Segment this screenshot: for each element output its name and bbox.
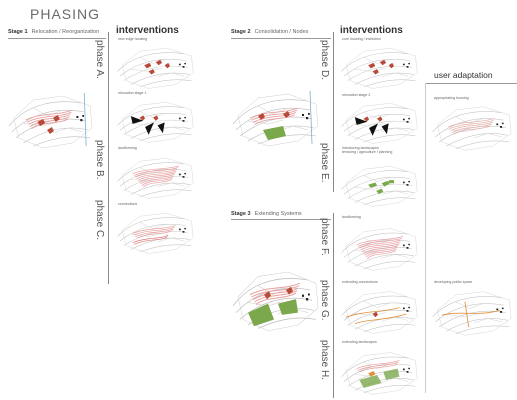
map-drawing [117, 101, 194, 143]
map-drawing [232, 271, 319, 332]
stage-1-label: Stage 1 Relocation / Reorganization [8, 29, 99, 35]
interventions-header-1: interventions [116, 25, 179, 36]
stage-3-number: Stage 3 [231, 211, 251, 217]
stage-2-text: Consolidation / Nodes [254, 29, 309, 35]
caption-a: new edge housing [118, 37, 148, 41]
map-drawing [432, 106, 512, 151]
map-phase-c [113, 207, 195, 255]
stage-3-underline [231, 219, 331, 220]
user-adaptation-divider [425, 83, 426, 393]
caption-f: landforming [342, 215, 361, 219]
map-phase-h [337, 346, 419, 396]
stage-2-label: Stage 2 Consolidation / Nodes [231, 29, 308, 35]
map-drawing [341, 291, 418, 334]
phase-f-label: phase F. [319, 218, 330, 256]
phase-g-label: phase G. [319, 280, 330, 321]
map-drawing [341, 102, 418, 144]
phase-col-2-line [333, 32, 334, 192]
map-phase-d2 [337, 97, 419, 145]
user-adaptation-header: user adaptation [434, 70, 493, 80]
stage-3-text: Extending Systems [254, 211, 302, 217]
caption-c: connections [118, 202, 138, 206]
user-adaptation-underline [425, 83, 517, 84]
map-drawing [117, 212, 194, 254]
map-stage-3-overview [228, 263, 320, 333]
map-drawing [341, 228, 418, 271]
stage-3-label: Stage 3 Extending Systems [231, 211, 302, 217]
caption-d: core housing / institution [342, 37, 381, 41]
map-drawing [341, 47, 418, 89]
phase-col-3-line [333, 213, 334, 398]
caption-b: landforming [118, 146, 137, 150]
phase-col-1-line [108, 32, 109, 284]
map-drawing [117, 157, 194, 199]
caption-g: extending connections [342, 280, 378, 284]
map-phase-b [113, 152, 195, 200]
map-drawing [117, 47, 194, 89]
caption-d2: relocation stage 2 [342, 93, 371, 97]
phase-b-label: phase B. [94, 140, 105, 180]
map-drawing [8, 92, 93, 149]
map-phase-d [337, 42, 419, 90]
map-phase-a [113, 42, 195, 90]
page-title: PHASING [30, 6, 101, 22]
phase-e-label: phase E. [319, 143, 330, 183]
map-drawing [232, 90, 319, 147]
interventions-header-2: interventions [340, 25, 403, 36]
stage-2-number: Stage 2 [231, 29, 251, 35]
phase-c-label: phase C. [94, 200, 105, 241]
caption-u1: appropriating housing [434, 96, 469, 100]
map-phase-e [337, 160, 419, 208]
caption-h: extending landscapes [342, 340, 377, 344]
map-stage-2-overview [228, 86, 320, 148]
map-phase-g [337, 285, 419, 335]
caption-e: introducing landscapes terracing / agric… [342, 146, 393, 154]
map-phase-a2 [113, 96, 195, 144]
map-stage-1-overview [4, 88, 94, 150]
phase-h-label: phase H. [319, 340, 330, 381]
stage-2-underline [231, 38, 331, 39]
map-drawing [341, 352, 418, 395]
map-phase-f [337, 222, 419, 272]
map-drawing [432, 291, 512, 336]
caption-a2: relocation stage 1 [118, 91, 147, 95]
map-user-public-space [428, 285, 513, 337]
caption-u2: developing public space [434, 280, 473, 284]
stage-1-text: Relocation / Reorganization [31, 29, 100, 35]
map-user-housing [428, 100, 513, 152]
phase-d-label: phase D. [319, 40, 330, 81]
phase-a-label: phase A. [94, 40, 105, 79]
stage-1-number: Stage 1 [8, 29, 28, 35]
stage-1-underline [8, 38, 106, 39]
map-drawing [341, 165, 418, 207]
